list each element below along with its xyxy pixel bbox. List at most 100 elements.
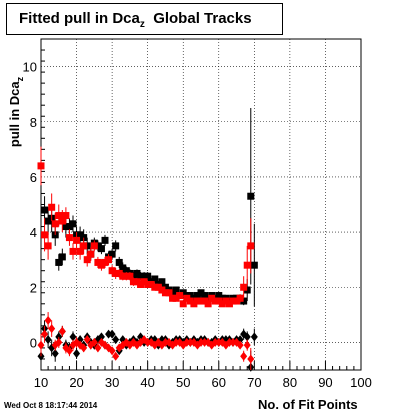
chart-title: Fitted pull in Dcaz Global Tracks bbox=[19, 10, 252, 30]
data-point-square bbox=[65, 234, 73, 242]
data-point-square bbox=[112, 269, 120, 277]
data-point-square bbox=[76, 231, 84, 239]
data-point-square bbox=[65, 223, 73, 231]
data-point-diamond bbox=[225, 337, 233, 347]
x-tick-label: 40 bbox=[140, 375, 154, 390]
data-point-square bbox=[186, 292, 194, 300]
y-axis-label-sub: z bbox=[15, 76, 25, 81]
data-point-square bbox=[108, 250, 116, 258]
x-axis-label: No. of Fit Points bbox=[258, 397, 358, 412]
y-axis-label: pull in Dcaz bbox=[7, 76, 25, 147]
data-point-square bbox=[151, 275, 159, 283]
data-point-square bbox=[73, 236, 81, 244]
data-point-square bbox=[101, 236, 109, 244]
data-point-diamond bbox=[240, 351, 248, 361]
data-point-square bbox=[69, 220, 77, 228]
data-point-square bbox=[105, 256, 113, 264]
series-width-black-squares bbox=[41, 107, 258, 307]
data-point-square bbox=[190, 294, 198, 302]
chart-title-box: Fitted pull in Dcaz Global Tracks bbox=[6, 3, 283, 35]
data-point-square bbox=[119, 272, 127, 280]
y-axis-label-main: pull in Dca bbox=[7, 81, 22, 148]
chart-title-sub: z bbox=[139, 19, 145, 30]
data-point-square bbox=[158, 286, 166, 294]
y-tick-label: 10 bbox=[23, 60, 37, 75]
data-point-square bbox=[69, 247, 77, 255]
timestamp-footer: Wed Oct 8 18:17:44 2014 bbox=[4, 401, 98, 410]
data-point-square bbox=[211, 297, 219, 305]
x-tick-label: 80 bbox=[283, 375, 297, 390]
data-point-square bbox=[129, 272, 137, 280]
data-point-square bbox=[247, 242, 255, 250]
x-tick-label: 70 bbox=[247, 375, 261, 390]
data-point-square bbox=[179, 300, 187, 308]
data-point-square bbox=[41, 206, 49, 214]
data-point-diamond bbox=[112, 335, 120, 345]
data-point-square bbox=[229, 297, 237, 305]
data-point-square bbox=[172, 286, 180, 294]
data-point-diamond bbox=[197, 337, 205, 347]
data-point-diamond bbox=[105, 329, 113, 339]
data-point-square bbox=[222, 297, 230, 305]
data-point-square bbox=[218, 300, 226, 308]
data-point-square bbox=[147, 280, 155, 288]
data-point-diamond bbox=[112, 351, 120, 361]
data-point-square bbox=[151, 283, 159, 291]
x-tick-label: 20 bbox=[69, 375, 83, 390]
data-point-square bbox=[108, 267, 116, 275]
data-point-square bbox=[90, 242, 98, 250]
data-point-square bbox=[122, 267, 130, 275]
data-point-square bbox=[76, 247, 84, 255]
data-point-square bbox=[208, 294, 216, 302]
data-point-square bbox=[204, 300, 212, 308]
data-point-diamond bbox=[250, 332, 258, 342]
data-point-square bbox=[137, 272, 145, 280]
data-point-square bbox=[183, 294, 191, 302]
data-point-diamond bbox=[51, 348, 59, 358]
data-point-diamond bbox=[58, 326, 66, 336]
grid-lines bbox=[41, 39, 361, 370]
data-point-diamond bbox=[90, 337, 98, 347]
data-point-square bbox=[233, 297, 241, 305]
data-point-square bbox=[122, 272, 130, 280]
data-point-square bbox=[87, 250, 95, 258]
y-tick-label: 0 bbox=[30, 335, 37, 350]
data-point-square bbox=[161, 283, 169, 291]
data-point-square bbox=[201, 292, 209, 300]
data-point-diamond bbox=[144, 337, 152, 347]
data-point-square bbox=[204, 294, 212, 302]
chart-title-main: Fitted pull in Dca bbox=[19, 10, 140, 27]
data-point-square bbox=[133, 269, 141, 277]
data-point-square bbox=[129, 278, 137, 286]
data-point-square bbox=[225, 300, 233, 308]
data-point-diamond bbox=[41, 329, 49, 339]
y-tick-label: 8 bbox=[30, 115, 37, 130]
data-point-square bbox=[190, 300, 198, 308]
data-point-diamond bbox=[172, 337, 180, 347]
data-point-square bbox=[94, 258, 102, 266]
data-point-square bbox=[140, 272, 148, 280]
data-point-diamond bbox=[229, 337, 237, 347]
data-point-square bbox=[240, 297, 248, 305]
data-point-square bbox=[215, 292, 223, 300]
data-point-square bbox=[243, 286, 251, 294]
data-point-diamond bbox=[243, 332, 251, 342]
data-point-square bbox=[101, 258, 109, 266]
data-point-square bbox=[37, 162, 45, 170]
data-point-square bbox=[169, 294, 177, 302]
data-point-square bbox=[80, 242, 88, 250]
data-point-diamond bbox=[83, 335, 91, 345]
data-point-square bbox=[97, 261, 105, 269]
data-point-square bbox=[41, 231, 49, 239]
data-point-square bbox=[169, 289, 177, 297]
data-point-square bbox=[55, 258, 63, 266]
data-point-square bbox=[193, 297, 201, 305]
x-tick-labels: 10 20 30 40 50 60 70 80 90 100 bbox=[34, 375, 372, 390]
plot-frame bbox=[40, 38, 362, 371]
data-point-diamond bbox=[201, 337, 209, 347]
data-series bbox=[37, 107, 258, 372]
y-tick-label: 6 bbox=[30, 170, 37, 185]
data-point-diamond bbox=[161, 337, 169, 347]
data-point-square bbox=[176, 292, 184, 300]
data-point-diamond bbox=[44, 335, 52, 345]
